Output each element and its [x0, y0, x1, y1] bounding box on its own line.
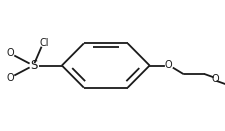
Text: O: O [6, 48, 14, 58]
Text: S: S [30, 59, 37, 72]
Text: O: O [165, 61, 173, 70]
Text: O: O [6, 73, 14, 83]
Text: O: O [211, 74, 219, 84]
Text: Cl: Cl [39, 38, 49, 48]
